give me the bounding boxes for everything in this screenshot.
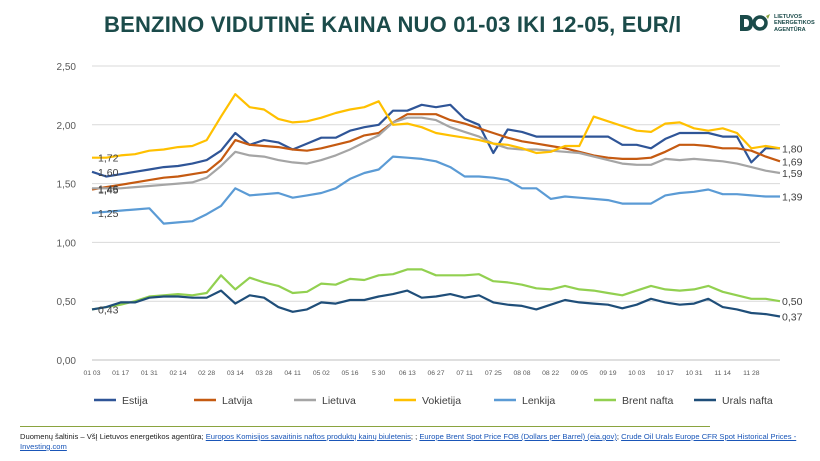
- y-tick-label: 1,00: [57, 238, 77, 249]
- series-line-brent-nafta: [91, 268, 781, 311]
- x-tick-label: 08 08: [513, 370, 530, 377]
- y-tick-label: 0,00: [57, 356, 77, 367]
- source-link-eia-brent[interactable]: Europe Brent Spot Price FOB (Dollars per…: [419, 432, 617, 441]
- x-tick-label: 08 22: [542, 370, 559, 377]
- x-tick-label: 07 11: [456, 370, 473, 377]
- y-tick-label: 2,50: [57, 62, 77, 73]
- chart-title: BENZINO VIDUTINĖ KAINA NUO 01-03 IKI 12-…: [104, 12, 682, 37]
- sources-separator: ; ;: [410, 432, 420, 441]
- data-labels: 1,60 1,451,46 1,72 1,25 0,43 1,801,691,59 1,39…: [98, 143, 803, 323]
- legend-label: Lietuva: [322, 395, 356, 407]
- x-tick-label: 02 28: [198, 370, 215, 377]
- x-tick-label: 11 14: [714, 370, 731, 377]
- data-label-end: 1,69: [782, 156, 803, 168]
- data-label-start: 0,43: [98, 304, 119, 316]
- data-label-end: 1,59: [782, 168, 803, 180]
- data-label-end: 1,80: [782, 143, 803, 155]
- agency-logo: LIETUVOS ENERGETIKOS AGENTŪRA: [736, 10, 816, 40]
- data-label-start: 1,45: [98, 184, 119, 196]
- x-tick-label: 01 17: [112, 370, 129, 377]
- data-label-start: 1,72: [98, 153, 119, 165]
- legend-label: Urals nafta: [722, 395, 773, 407]
- x-tick-label: 05 02: [313, 370, 330, 377]
- data-label-end: 0,37: [782, 311, 803, 323]
- data-label-start: 1,46: [98, 183, 119, 195]
- legend-label: Vokietija: [422, 395, 461, 407]
- x-tick-label: 11 28: [743, 370, 760, 377]
- x-tick-label: 01 31: [141, 370, 158, 377]
- data-label-start: 1,60: [98, 167, 119, 179]
- legend-label: Estija: [122, 395, 148, 407]
- source-link-investing-urals[interactable]: Crude Oil Urals Europe CFR Spot Historic…: [20, 432, 797, 451]
- series-line-latvija: [91, 113, 781, 191]
- x-tick-label: 02 14: [169, 370, 186, 377]
- x-tick-label: 06 27: [427, 370, 444, 377]
- sources-separator: ;: [616, 432, 622, 441]
- x-tick-label: 09 19: [599, 370, 616, 377]
- x-tick-label: 10 31: [685, 370, 702, 377]
- x-tick-label: 05 16: [341, 370, 358, 377]
- y-axis: 0,00 0,50 1,00 1,50 2,00 2,50: [57, 62, 77, 367]
- x-tick-label: 03 14: [227, 370, 244, 377]
- legend-label: Brent nafta: [622, 395, 674, 407]
- x-tick-label: 09 05: [571, 370, 588, 377]
- sources-prefix: Duomenų šaltinis – VšĮ Lietuvos energeti…: [20, 432, 206, 441]
- x-tick-label: 07 25: [485, 370, 502, 377]
- x-tick-label: 01 03: [83, 370, 100, 377]
- x-tick-label: 03 28: [255, 370, 272, 377]
- x-tick-label: 06 13: [399, 370, 416, 377]
- legend-label: Latvija: [222, 395, 253, 407]
- gridlines: [92, 65, 780, 361]
- x-tick-label: 04 11: [284, 370, 301, 377]
- series-lines: [91, 93, 781, 318]
- y-tick-label: 1,50: [57, 180, 77, 191]
- sources-divider: [20, 426, 710, 427]
- data-label-end: 1,39: [782, 192, 803, 204]
- series-line-lenkija: [91, 155, 780, 225]
- series-line-lietuva: [92, 116, 781, 190]
- source-link-ec-bulletin[interactable]: Europos Komisijos savaitinis naftos prod…: [205, 432, 411, 441]
- series-line-estija: [91, 103, 780, 178]
- legend: Estija Latvija Lietuva Vokietija Lenkija Bren…: [94, 395, 773, 407]
- x-axis: 01 03 01 17 01 31 02 14 02 28 03 14 03 28 04 11…: [83, 359, 780, 377]
- x-tick-label: 10 03: [628, 370, 645, 377]
- y-tick-label: 0,50: [57, 297, 77, 308]
- x-tick-label: 10 17: [657, 370, 674, 377]
- x-tick-label: 5 30: [372, 370, 385, 377]
- data-label-start: 1,25: [98, 208, 119, 220]
- data-label-end: 0,50: [782, 296, 803, 308]
- data-sources: Duomenų šaltinis – VšĮ Lietuvos energeti…: [20, 426, 800, 452]
- y-tick-label: 2,00: [57, 121, 77, 132]
- line-chart: 0,00 0,50 1,00 1,50 2,00 2,50 01 03 01 17 01 31…: [57, 62, 803, 407]
- series-line-urals-nafta: [91, 289, 781, 318]
- legend-label: Lenkija: [522, 395, 555, 407]
- series-line-vokietija: [92, 93, 781, 159]
- logo-text: LIETUVOS ENERGETIKOS AGENTŪRA: [774, 14, 815, 33]
- lea-logo-icon: [740, 14, 770, 31]
